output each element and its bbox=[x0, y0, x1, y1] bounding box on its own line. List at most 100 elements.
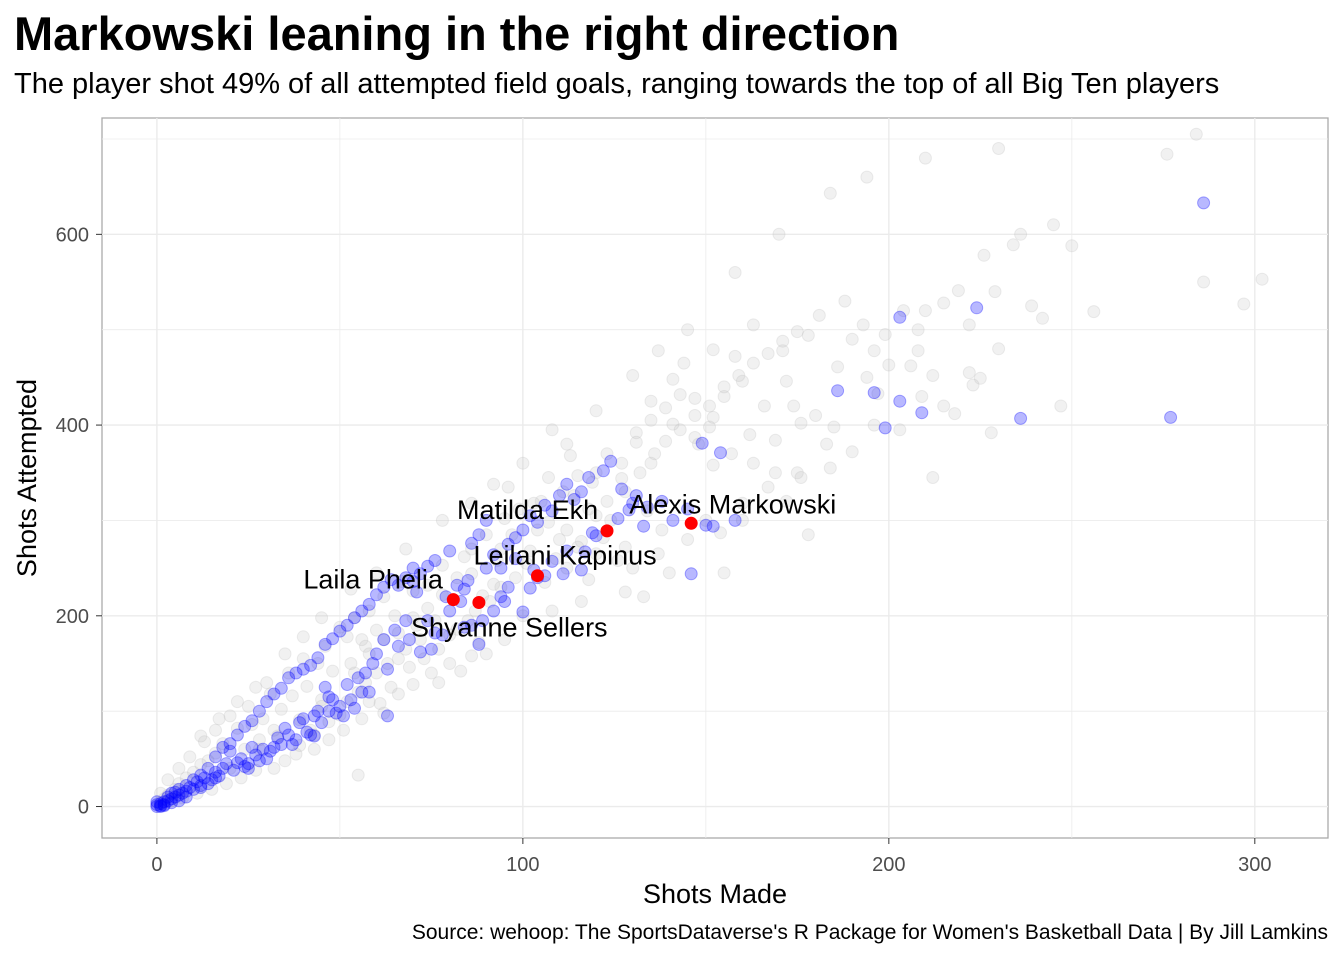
all-players-points bbox=[154, 127, 1269, 810]
big-ten-point bbox=[406, 561, 420, 575]
big-ten-point bbox=[282, 728, 296, 742]
all-player-point bbox=[399, 642, 413, 656]
big-ten-point bbox=[165, 786, 178, 800]
big-ten-point bbox=[311, 651, 325, 665]
x-tick-label: 200 bbox=[872, 854, 905, 876]
all-player-point bbox=[432, 676, 446, 690]
all-player-point bbox=[370, 666, 383, 680]
big-ten-point bbox=[714, 446, 727, 460]
all-player-point bbox=[867, 344, 881, 358]
big-ten-point bbox=[267, 740, 281, 754]
big-ten-point bbox=[465, 536, 479, 550]
all-player-point bbox=[618, 585, 632, 599]
all-player-point bbox=[812, 308, 826, 322]
big-ten-point bbox=[260, 752, 274, 766]
big-ten-point bbox=[421, 614, 435, 628]
all-player-point bbox=[322, 733, 336, 747]
big-ten-point bbox=[362, 685, 376, 699]
big-ten-point bbox=[560, 544, 574, 558]
big-ten-point bbox=[574, 485, 588, 499]
all-player-point bbox=[615, 456, 629, 470]
big-ten-point bbox=[611, 512, 625, 525]
big-ten-point bbox=[201, 777, 215, 791]
all-player-point bbox=[234, 771, 248, 785]
all-player-point bbox=[772, 227, 786, 241]
all-player-point bbox=[472, 636, 486, 649]
all-player-point bbox=[1255, 272, 1269, 286]
all-player-point bbox=[560, 523, 574, 537]
all-player-point bbox=[545, 604, 559, 618]
all-player-point bbox=[673, 423, 687, 437]
big-ten-point bbox=[340, 678, 354, 691]
big-ten-point bbox=[391, 578, 405, 592]
big-ten-point bbox=[428, 554, 442, 567]
all-player-point bbox=[296, 630, 310, 644]
highlighted-point bbox=[446, 593, 460, 607]
all-player-point bbox=[307, 728, 321, 742]
all-player-point bbox=[703, 420, 716, 434]
all-player-point bbox=[629, 435, 643, 449]
big-ten-point bbox=[238, 719, 252, 733]
all-player-point bbox=[1014, 227, 1028, 241]
player-label: Leilani Kapinus bbox=[474, 541, 657, 571]
all-player-point bbox=[362, 647, 376, 661]
all-player-point bbox=[395, 575, 409, 588]
all-player-point bbox=[479, 528, 493, 542]
highlighted-point bbox=[531, 569, 544, 583]
all-player-point bbox=[384, 680, 398, 694]
big-ten-point bbox=[249, 748, 263, 762]
all-player-point bbox=[827, 420, 841, 434]
big-ten-point bbox=[150, 795, 164, 809]
all-player-point bbox=[1197, 275, 1211, 289]
big-ten-point bbox=[604, 454, 618, 468]
all-player-point bbox=[951, 284, 965, 298]
all-player-point bbox=[761, 347, 775, 360]
big-ten-point bbox=[337, 709, 350, 723]
big-ten-point bbox=[216, 761, 230, 775]
big-ten-point bbox=[187, 773, 200, 787]
all-player-point bbox=[498, 633, 512, 647]
all-player-point bbox=[717, 380, 731, 394]
big-ten-point bbox=[410, 585, 424, 599]
big-ten-point bbox=[326, 632, 340, 646]
all-player-point bbox=[340, 630, 354, 644]
all-player-point bbox=[359, 676, 372, 690]
all-player-point bbox=[966, 378, 980, 392]
all-player-point bbox=[406, 584, 420, 598]
big-ten-point bbox=[326, 693, 340, 707]
big-ten-point bbox=[1014, 411, 1028, 425]
all-player-point bbox=[296, 652, 310, 666]
all-player-point bbox=[699, 513, 713, 527]
all-player-point bbox=[735, 513, 749, 527]
big-ten-point bbox=[150, 798, 164, 812]
all-player-point bbox=[315, 611, 329, 625]
big-ten-point bbox=[399, 571, 413, 585]
big-ten-point bbox=[157, 799, 171, 813]
all-player-point bbox=[746, 356, 760, 370]
big-ten-point bbox=[359, 666, 372, 680]
all-player-point bbox=[344, 657, 358, 670]
big-ten-point bbox=[370, 588, 383, 602]
all-player-point bbox=[157, 792, 171, 806]
all-player-point bbox=[523, 544, 537, 558]
player-label: Alexis Markowski bbox=[629, 489, 836, 519]
big-ten-point bbox=[574, 563, 588, 577]
x-tick-label: 300 bbox=[1238, 854, 1271, 876]
all-player-point bbox=[633, 466, 647, 480]
all-player-point bbox=[600, 494, 614, 508]
big-ten-point bbox=[227, 763, 241, 777]
player-label: Shyanne Sellers bbox=[411, 612, 608, 642]
big-ten-point bbox=[479, 561, 493, 575]
big-ten-point bbox=[154, 797, 168, 811]
big-ten-point bbox=[256, 742, 270, 756]
big-ten-point bbox=[304, 658, 318, 672]
all-player-point bbox=[212, 712, 226, 726]
all-player-point bbox=[1189, 127, 1203, 141]
all-player-point bbox=[673, 388, 687, 402]
all-player-point bbox=[194, 758, 208, 772]
big-ten-point bbox=[172, 788, 186, 802]
all-player-point bbox=[304, 723, 318, 737]
all-player-point bbox=[984, 426, 998, 440]
big-ten-point bbox=[333, 699, 347, 713]
all-player-point bbox=[915, 390, 929, 403]
